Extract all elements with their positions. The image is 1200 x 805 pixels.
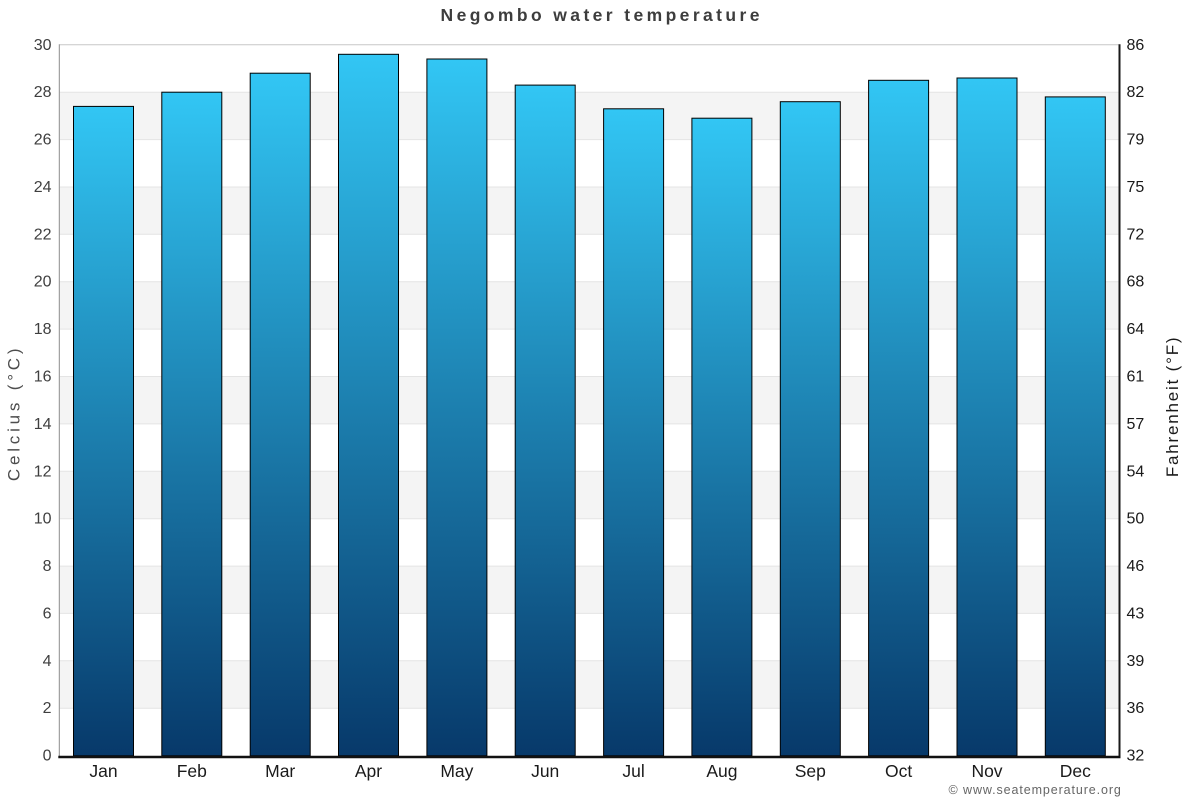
- svg-text:30: 30: [34, 37, 52, 54]
- svg-text:Oct: Oct: [885, 761, 912, 781]
- svg-text:43: 43: [1127, 605, 1145, 622]
- svg-text:© www.seatemperature.org: © www.seatemperature.org: [949, 783, 1122, 797]
- svg-text:12: 12: [34, 463, 52, 480]
- svg-text:2: 2: [43, 700, 52, 717]
- svg-text:8: 8: [43, 558, 52, 575]
- svg-text:14: 14: [34, 416, 52, 433]
- svg-text:24: 24: [34, 179, 52, 196]
- svg-text:22: 22: [34, 226, 52, 243]
- svg-text:Nov: Nov: [971, 761, 1002, 781]
- svg-text:10: 10: [34, 511, 52, 528]
- svg-text:36: 36: [1127, 700, 1145, 717]
- svg-text:Apr: Apr: [355, 761, 382, 781]
- svg-text:Celcius (°C): Celcius (°C): [5, 345, 24, 481]
- svg-text:68: 68: [1127, 274, 1145, 291]
- svg-text:May: May: [440, 761, 473, 781]
- svg-text:Jul: Jul: [622, 761, 644, 781]
- svg-text:61: 61: [1127, 369, 1145, 386]
- svg-text:Jan: Jan: [89, 761, 117, 781]
- svg-text:18: 18: [34, 321, 52, 338]
- svg-text:20: 20: [34, 274, 52, 291]
- svg-text:79: 79: [1127, 132, 1145, 149]
- svg-text:Jun: Jun: [531, 761, 559, 781]
- svg-text:72: 72: [1127, 226, 1145, 243]
- svg-text:64: 64: [1127, 321, 1145, 338]
- svg-text:75: 75: [1127, 179, 1145, 196]
- svg-text:Fahrenheit (°F): Fahrenheit (°F): [1163, 336, 1182, 478]
- svg-text:57: 57: [1127, 416, 1145, 433]
- svg-text:39: 39: [1127, 653, 1145, 670]
- svg-text:Sep: Sep: [795, 761, 826, 781]
- svg-text:Feb: Feb: [177, 761, 207, 781]
- svg-text:0: 0: [43, 748, 52, 765]
- svg-text:Negombo water temperature: Negombo water temperature: [441, 5, 763, 25]
- svg-text:16: 16: [34, 369, 52, 386]
- svg-text:Dec: Dec: [1060, 761, 1091, 781]
- svg-text:46: 46: [1127, 558, 1145, 575]
- svg-text:6: 6: [43, 605, 52, 622]
- svg-text:28: 28: [34, 84, 52, 101]
- svg-text:86: 86: [1127, 37, 1145, 54]
- svg-text:54: 54: [1127, 463, 1145, 480]
- svg-text:82: 82: [1127, 84, 1145, 101]
- svg-text:26: 26: [34, 132, 52, 149]
- svg-text:Mar: Mar: [265, 761, 295, 781]
- svg-text:50: 50: [1127, 511, 1145, 528]
- svg-text:32: 32: [1127, 748, 1145, 765]
- svg-text:4: 4: [43, 653, 52, 670]
- svg-text:Aug: Aug: [706, 761, 737, 781]
